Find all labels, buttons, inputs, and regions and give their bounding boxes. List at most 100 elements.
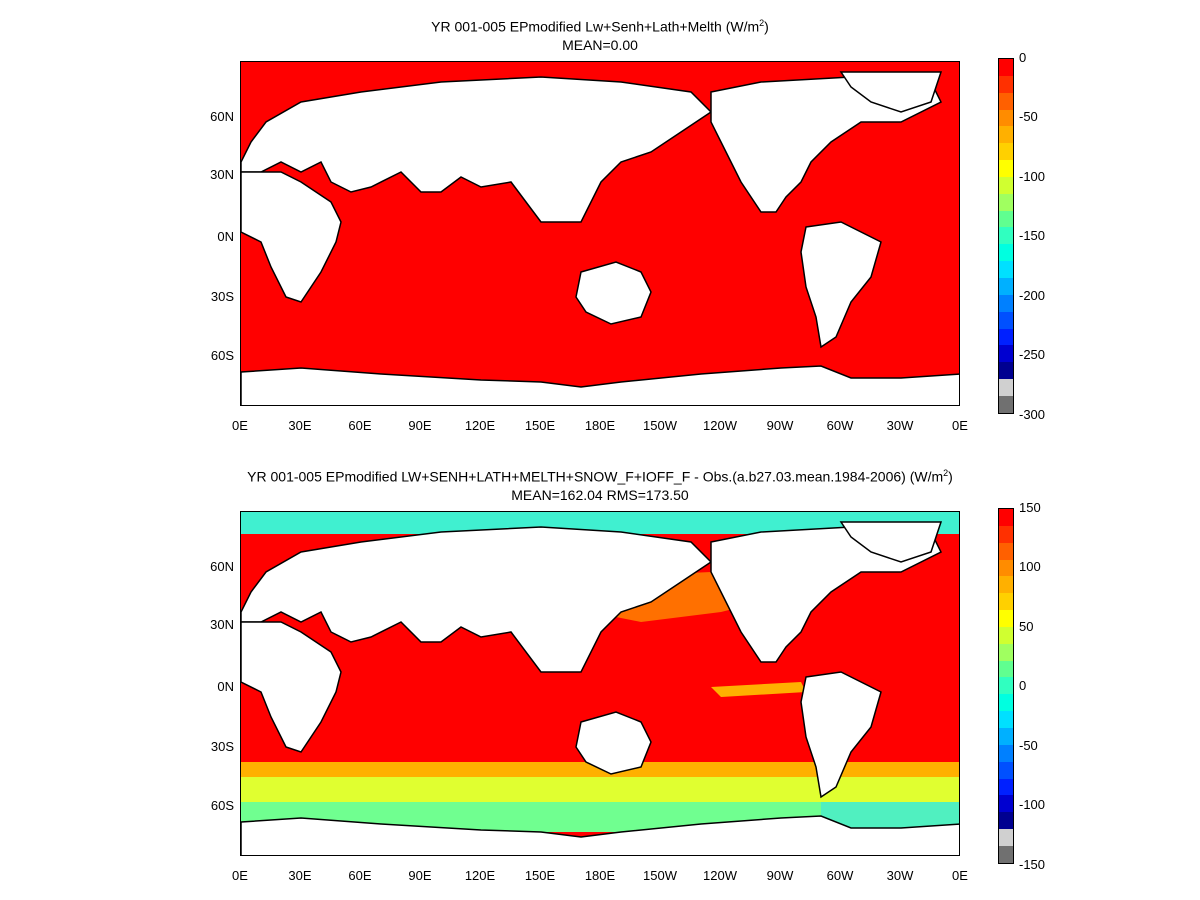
eurasia-land [241,526,713,673]
panel-1-map [240,61,960,406]
lon-label: 0E [952,418,968,433]
colorbar-segment [999,744,1013,762]
colorbar-segment [999,525,1013,543]
colorbar-segment [999,711,1013,728]
colorbar-segment [999,559,1013,577]
colorbar-segment [999,795,1013,813]
greenland-land [839,71,943,113]
lon-label: 30W [886,868,914,883]
colorbar-segment [999,277,1013,295]
colorbar-segment [999,727,1013,745]
land-masses [241,521,959,855]
colorbar-label: 0 [1019,50,1027,65]
lon-label: 90E [408,868,432,883]
lat-label-30s: 30S [210,289,234,304]
colorbar-segment [999,362,1013,380]
colorbar-segment [999,677,1013,695]
colorbar-label: -150 [1019,228,1046,243]
colorbar-label: -300 [1019,407,1046,422]
south-america-land [800,221,882,349]
colorbar-segment [999,643,1013,661]
lat-label-30n: 30N [210,167,234,182]
colorbar-segment [999,395,1013,413]
colorbar-segment [999,75,1013,93]
panel-2-colorbar [998,508,1014,864]
lon-label: 150E [524,418,556,433]
panel-1-title: YR 001-005 EPmodified Lw+Senh+Lath+Melth… [240,14,960,36]
lon-label: 120E [464,418,496,433]
colorbar-segment [999,576,1013,594]
colorbar-segment [999,694,1013,712]
antarctica-land [241,815,959,855]
lat-label-0n: 0N [217,679,234,694]
lon-label: 150W [643,868,677,883]
equatorial-tongue [711,682,806,697]
panel-1-title-end: ) [764,18,769,35]
colorbar-segment [999,160,1013,177]
lat-label-30n: 30N [210,617,234,632]
colorbar-segment [999,59,1013,76]
eurasia-land [241,76,713,223]
colorbar-label: 50 [1019,619,1034,634]
lon-label: 150E [524,868,556,883]
australia-land [575,711,652,775]
lon-label: 120W [703,868,737,883]
lon-label: 90W [766,418,794,433]
panel-2-map [240,511,960,856]
lat-label-60n: 60N [210,559,234,574]
panel-1-map-svg [241,62,959,405]
colorbar-segment [999,328,1013,346]
colorbar-segment [999,261,1013,278]
colorbar-segment [999,509,1013,526]
lon-label: 0E [952,868,968,883]
lon-label: 30E [288,868,312,883]
colorbar-segment [999,244,1013,262]
lon-label: 0E [232,868,248,883]
colorbar-segment [999,227,1013,245]
colorbar-label: 150 [1019,500,1041,515]
lat-label-0n: 0N [217,229,234,244]
panel-2-title-sup: 2 [943,468,949,478]
panel-1-colorbar [998,58,1014,414]
colorbar-segment [999,143,1013,161]
lon-label: 120E [464,868,496,883]
colorbar-label: -150 [1019,857,1046,872]
colorbar-label: -50 [1019,109,1038,124]
africa-land [241,621,342,753]
lat-label-30s: 30S [210,739,234,754]
antarctica-land [241,365,959,405]
lat-label-60n: 60N [210,109,234,124]
lon-label: 90W [766,868,794,883]
colorbar-segment [999,311,1013,329]
colorbar-label: -100 [1019,797,1046,812]
colorbar-segment [999,761,1013,779]
lon-label: 0E [232,418,248,433]
colorbar-segment [999,593,1013,611]
colorbar-segment [999,778,1013,796]
colorbar-segment [999,126,1013,144]
panel-2-title-text: YR 001-005 EPmodified LW+SENH+LATH+MELTH… [247,468,944,485]
colorbar-segment [999,542,1013,560]
colorbar-segment [999,845,1013,863]
lon-label: 180E [584,418,616,433]
arctic-anomaly [241,512,959,534]
greenland-land [839,521,943,563]
lon-label: 60E [348,418,372,433]
lat-label-60s: 60S [210,348,234,363]
colorbar-label: 0 [1019,678,1027,693]
colorbar-segment [999,610,1013,627]
colorbar-segment [999,345,1013,363]
lon-label: 30E [288,418,312,433]
australia-land [575,261,652,325]
colorbar-label: 100 [1019,559,1041,574]
south-america-land [800,671,882,799]
panel-1-title-text: YR 001-005 EPmodified Lw+Senh+Lath+Melth… [431,18,760,35]
lon-label: 60E [348,868,372,883]
colorbar-segment [999,812,1013,830]
colorbar-segment [999,109,1013,127]
colorbar-segment [999,92,1013,110]
panel-1-title-sup: 2 [759,18,765,28]
panel-1-subtitle: MEAN=0.00 [562,37,638,53]
lon-label: 180E [584,868,616,883]
lon-label: 120W [703,418,737,433]
